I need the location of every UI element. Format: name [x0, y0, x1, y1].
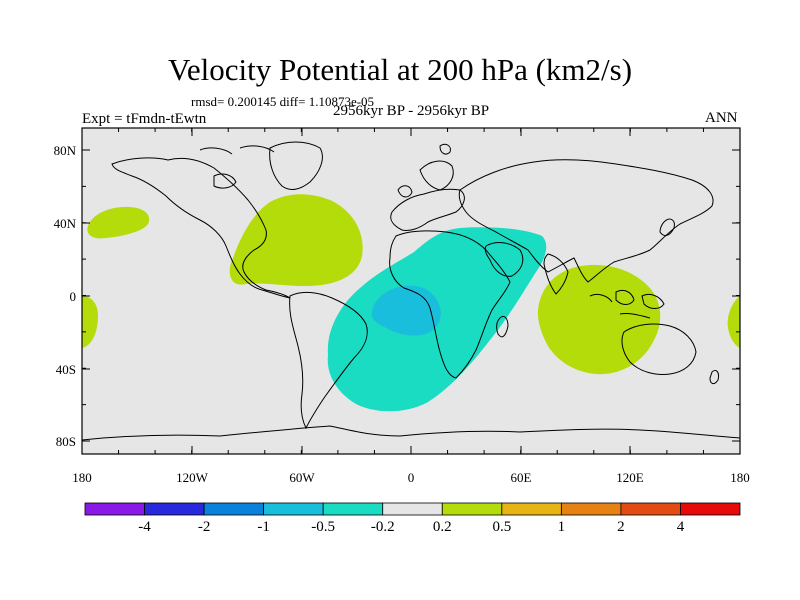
maritime-continent-positive-anomaly: [537, 264, 661, 375]
north-atlantic-positive-anomaly: [229, 194, 363, 286]
colorbar-label-0-2: 0.2: [433, 519, 452, 535]
x-label-180w: 180: [72, 470, 92, 485]
colorbar-swatch: [203, 502, 265, 516]
x-label-0: 0: [408, 470, 415, 485]
coast-india: [543, 253, 569, 295]
period-label: 2956kyr BP - 2956kyr BP: [332, 103, 490, 119]
colorbar-swatch: [560, 502, 622, 516]
central-pacific-positive-anomaly: [87, 206, 150, 239]
coast-madagascar: [496, 315, 509, 338]
coast-antarctica: [82, 425, 740, 441]
colorbar-label-neg4: -4: [138, 519, 151, 535]
colorbar-label-0-5: 0.5: [492, 519, 511, 535]
experiment-label: Expt = tFmdn-tEwtn: [82, 111, 207, 127]
coast-indonesia: [589, 289, 665, 319]
axis-ticks: [81, 128, 741, 454]
x-label-120e: 120E: [616, 470, 644, 485]
colorbar-swatch: [84, 502, 145, 516]
colorbar-swatch: [620, 502, 681, 516]
colorbar-swatch: [382, 502, 443, 516]
colorbar-label-neg2: -2: [198, 519, 211, 535]
coast-arabia: [484, 242, 524, 277]
coastlines: [82, 141, 740, 441]
colorbar: [84, 502, 741, 516]
colorbar-label-4: 4: [677, 519, 685, 535]
y-axis-labels: 80N 40N 0 40S 80S: [54, 143, 77, 449]
coast-scandinavia: [397, 160, 454, 198]
coast-japan: [659, 218, 675, 236]
colorbar-swatch: [263, 502, 324, 516]
season-label: ANN: [705, 110, 738, 126]
y-label-40s: 40S: [56, 362, 76, 377]
x-label-120w: 120W: [176, 470, 209, 485]
y-label-0: 0: [70, 289, 77, 304]
colorbar-label-neg0-2: -0.2: [371, 519, 395, 535]
stats-text: rmsd= 0.200145 diff= 1.10873e-05: [191, 94, 375, 109]
colorbar-label-1: 1: [558, 519, 566, 535]
east-pacific-positive-anomaly-east: [727, 296, 740, 348]
colorbar-labels: -4 -2 -1 -0.5 -0.2 0.2 0.5 1 2 4: [138, 519, 684, 535]
colorbar-swatch: [680, 502, 741, 516]
coast-new-zealand: [709, 369, 719, 385]
plot-title: Velocity Potential at 200 hPa (km2/s): [167, 52, 633, 87]
colorbar-swatch: [441, 502, 503, 516]
coast-greenland: [269, 141, 323, 190]
coast-svalbard: [439, 143, 451, 155]
coast-south-america: [289, 291, 368, 430]
east-pacific-positive-anomaly-west: [82, 296, 98, 348]
x-label-60w: 60W: [289, 470, 315, 485]
coast-africa: [389, 230, 511, 379]
colorbar-label-neg1: -1: [257, 519, 270, 535]
colorbar-swatch: [322, 502, 384, 516]
x-label-180e: 180: [730, 470, 750, 485]
y-label-40n: 40N: [54, 216, 77, 231]
anomaly-fields: [82, 194, 740, 412]
colorbar-swatch: [144, 502, 205, 516]
colorbar-label-2: 2: [617, 519, 625, 535]
coast-north-america: [111, 157, 291, 299]
y-label-80s: 80S: [56, 434, 76, 449]
x-axis-labels: 180 120W 60W 0 60E 120E 180: [72, 470, 750, 485]
x-label-60e: 60E: [511, 470, 532, 485]
coast-europe: [390, 188, 465, 231]
coast-australia: [621, 323, 697, 375]
coast-canadian-arctic: [199, 145, 275, 189]
colorbar-label-neg0-5: -0.5: [311, 519, 335, 535]
colorbar-swatch: [501, 502, 562, 516]
y-label-80n: 80N: [54, 143, 77, 158]
coast-asia: [458, 159, 714, 283]
